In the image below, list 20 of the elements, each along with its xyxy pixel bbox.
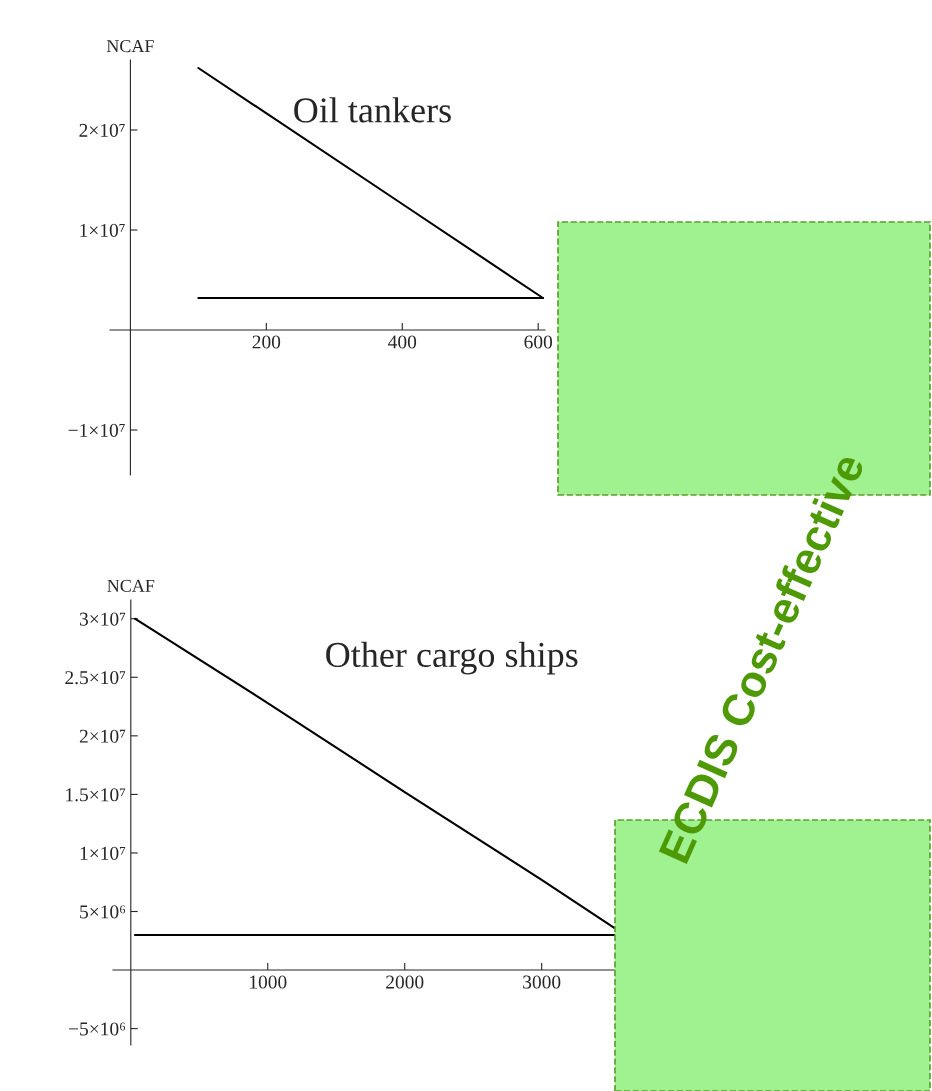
x-tick-label: 200	[252, 335, 281, 349]
x-tick-label: 2000	[386, 975, 424, 989]
y-tick-label: 3×10⁷	[79, 612, 126, 626]
text: Oil tankers	[294, 97, 451, 123]
y-tick-label: 1×10⁷	[80, 223, 125, 237]
x-tick-label: 3000	[523, 975, 561, 989]
y-tick-label: −5×10⁶	[69, 1022, 126, 1036]
x-tick-label: 1000	[250, 975, 287, 989]
y-tick-label: 5×10⁶	[80, 905, 126, 919]
text: Other cargo ships	[326, 641, 578, 675]
y-tick-label: 1.5×10⁷	[66, 788, 126, 802]
y-axis-title: NCAF	[107, 579, 155, 592]
y-tick-label: −1×10⁷	[68, 423, 125, 437]
y-tick-label: 2.5×10⁷	[65, 671, 126, 685]
x-tick-label: 400	[388, 335, 417, 349]
y-axis-title: NCAF	[106, 40, 154, 53]
x-tick-label: 600	[524, 335, 553, 349]
y-tick-label: 2×10⁷	[79, 123, 125, 137]
y-tick-label: 1×10⁷	[80, 846, 126, 860]
y-tick-label: 2×10⁷	[79, 729, 126, 743]
